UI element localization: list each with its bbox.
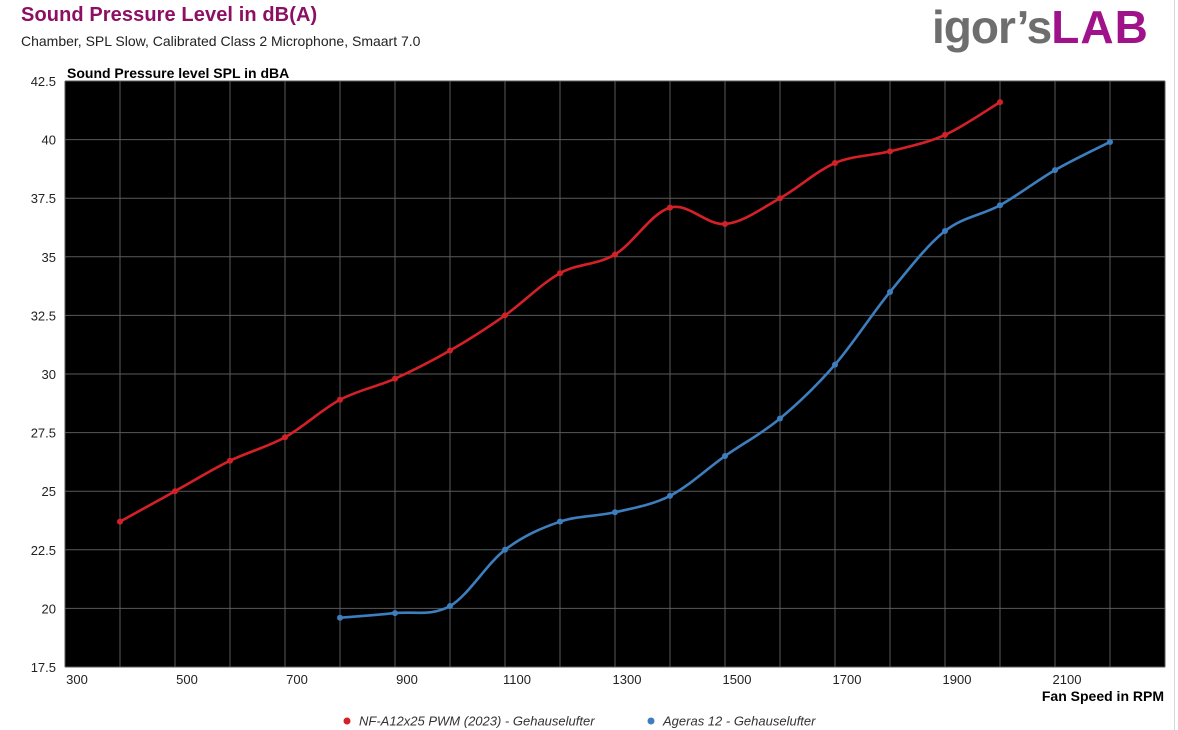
y-tick-label: 30 [42, 367, 56, 382]
legend-label: Ageras 12 - Gehauselufter [662, 714, 816, 729]
data-point [392, 610, 398, 617]
series-line [339, 140, 1111, 620]
data-point [997, 99, 1003, 106]
data-point [557, 270, 563, 277]
y-tick-label: 35 [42, 250, 56, 265]
data-point [282, 434, 288, 441]
y-axis-ticks: 17.5 20 22.5 25 27.5 30 32.5 35 37.5 40 42.5 [31, 74, 56, 675]
x-tick-label: 1500 [723, 672, 752, 687]
x-tick-label: 500 [176, 672, 198, 687]
logo-lab-text: LAB [1051, 1, 1149, 53]
igorslab-logo: igor’sLAB [932, 4, 1149, 50]
x-tick-label: 1100 [503, 672, 531, 687]
page-right-border [1174, 0, 1175, 730]
series-1 [117, 99, 1003, 525]
y-tick-label: 37.5 [31, 191, 56, 206]
legend-marker [343, 717, 351, 725]
data-point [447, 603, 453, 610]
logo-igor-text: igor [932, 1, 1018, 53]
x-tick-label: 900 [396, 672, 418, 687]
logo-s-text: s [1026, 1, 1053, 53]
data-point [1107, 138, 1113, 145]
legend-label: NF-A12x25 PWM (2023) - Gehauselufter [359, 714, 595, 729]
data-point [887, 148, 893, 155]
data-point [667, 492, 673, 499]
data-point [722, 453, 728, 460]
data-point [942, 131, 948, 138]
data-point [337, 614, 343, 621]
y-tick-label: 17.5 [31, 660, 56, 675]
gridlines [64, 80, 1166, 668]
chart-subtitle: Chamber, SPL Slow, Calibrated Class 2 Mi… [21, 33, 421, 49]
x-tick-label: 2100 [1053, 672, 1082, 687]
logo-apostrophe: ’ [1016, 1, 1028, 53]
legend-marker [647, 717, 655, 725]
data-point [612, 251, 618, 258]
series-lines [117, 99, 1113, 621]
y-tick-label: 32.5 [31, 308, 56, 323]
data-point [502, 546, 508, 553]
y-tick-label: 40 [42, 133, 56, 148]
legend: NF-A12x25 PWM (2023) - Gehauselufter Ager… [343, 714, 816, 729]
x-tick-label: 1700 [833, 672, 862, 687]
y-tick-label: 20 [42, 601, 56, 616]
x-axis-label: Fan Speed in RPM [1042, 688, 1164, 704]
chart-title: Sound Pressure Level in dB(A) [21, 4, 318, 26]
y-axis-label: Sound Pressure level SPL in dBA [67, 65, 289, 81]
y-tick-label: 27.5 [31, 426, 56, 441]
data-point [172, 488, 178, 495]
data-point [447, 347, 453, 354]
data-point [227, 457, 233, 464]
data-point [777, 415, 783, 422]
series-2 [337, 138, 1113, 621]
x-axis-ticks: 300 500 700 900 1100 1300 1500 1700 1900 2100 [66, 672, 1081, 687]
y-tick-label: 22.5 [31, 543, 56, 558]
x-tick-label: 1300 [613, 672, 642, 687]
x-tick-label: 300 [66, 672, 88, 687]
data-point [117, 518, 123, 525]
data-point [392, 375, 398, 382]
data-point [997, 202, 1003, 209]
data-point [1052, 167, 1058, 174]
data-point [722, 220, 728, 227]
data-point [887, 288, 893, 295]
x-tick-label: 700 [286, 672, 308, 687]
data-point [612, 509, 618, 516]
data-point [832, 160, 838, 167]
data-point [337, 396, 343, 403]
y-tick-label: 25 [42, 484, 56, 499]
data-point [832, 361, 838, 368]
data-point [557, 518, 563, 525]
data-point [942, 228, 948, 235]
data-point [777, 195, 783, 202]
data-point [502, 312, 508, 319]
data-point [667, 204, 673, 211]
y-tick-label: 42.5 [31, 74, 56, 89]
x-tick-label: 1900 [943, 672, 972, 687]
